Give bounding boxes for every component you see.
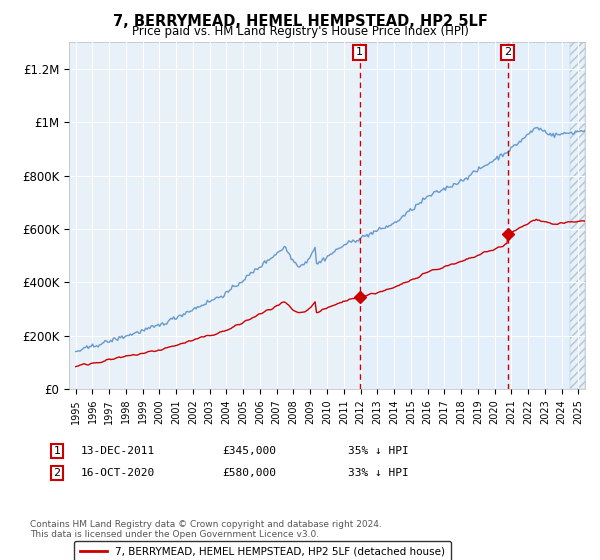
Legend: 7, BERRYMEAD, HEMEL HEMPSTEAD, HP2 5LF (detached house), HPI: Average price, det: 7, BERRYMEAD, HEMEL HEMPSTEAD, HP2 5LF (…	[74, 541, 451, 560]
Text: 2: 2	[53, 468, 61, 478]
Text: 2: 2	[504, 48, 511, 58]
Text: 7, BERRYMEAD, HEMEL HEMPSTEAD, HP2 5LF: 7, BERRYMEAD, HEMEL HEMPSTEAD, HP2 5LF	[113, 14, 487, 29]
Text: £580,000: £580,000	[222, 468, 276, 478]
Text: 1: 1	[356, 48, 363, 58]
Text: 1: 1	[53, 446, 61, 456]
Text: 13-DEC-2011: 13-DEC-2011	[81, 446, 155, 456]
Bar	[359, 42, 570, 389]
Text: £345,000: £345,000	[222, 446, 276, 456]
Text: Contains HM Land Registry data © Crown copyright and database right 2024.
This d: Contains HM Land Registry data © Crown c…	[30, 520, 382, 539]
Text: 35% ↓ HPI: 35% ↓ HPI	[348, 446, 409, 456]
Bar	[570, 42, 585, 389]
Text: 16-OCT-2020: 16-OCT-2020	[81, 468, 155, 478]
Text: 33% ↓ HPI: 33% ↓ HPI	[348, 468, 409, 478]
Text: Price paid vs. HM Land Registry's House Price Index (HPI): Price paid vs. HM Land Registry's House …	[131, 25, 469, 38]
